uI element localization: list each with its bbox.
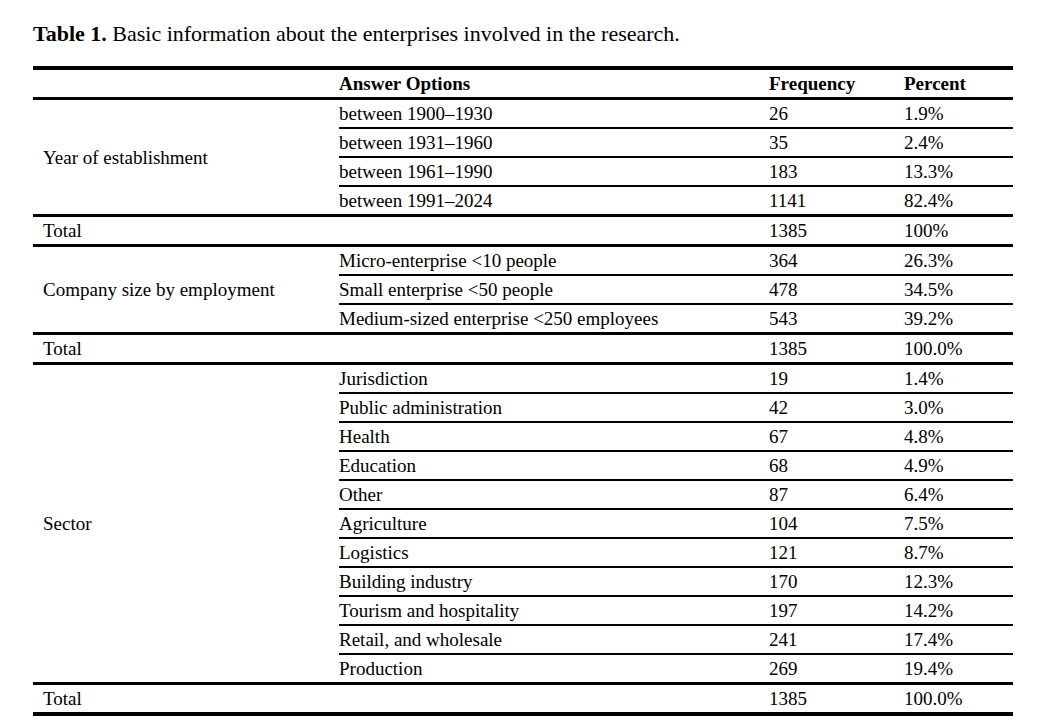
total-row: Total 1385 100% (33, 216, 1013, 246)
option-cell: Health (339, 422, 761, 451)
percent-cell: 2.4% (896, 128, 1013, 157)
option-cell: Logistics (339, 538, 761, 567)
option-cell: Public administration (339, 393, 761, 422)
header-frequency: Frequency (761, 68, 896, 99)
table-caption-label: Table 1. (33, 21, 107, 46)
frequency-cell: 68 (761, 451, 896, 480)
percent-cell: 26.3% (896, 246, 1013, 276)
table-row: Company size by employment Micro-enterpr… (33, 246, 1013, 276)
percent-cell: 1.9% (896, 99, 1013, 129)
total-row: Total 1385 100.0% (33, 334, 1013, 364)
percent-cell: 19.4% (896, 654, 1013, 684)
total-label-cell: Total (33, 216, 761, 246)
category-cell: Company size by employment (33, 246, 339, 334)
percent-cell: 17.4% (896, 625, 1013, 654)
option-cell: between 1961–1990 (339, 157, 761, 186)
table-row: Sector Jurisdiction 19 1.4% (33, 364, 1013, 394)
option-cell: between 1991–2024 (339, 186, 761, 216)
percent-cell: 14.2% (896, 596, 1013, 625)
percent-cell: 12.3% (896, 567, 1013, 596)
option-cell: Micro-enterprise <10 people (339, 246, 761, 276)
frequency-cell: 35 (761, 128, 896, 157)
total-percent-cell: 100.0% (896, 684, 1013, 715)
category-cell: Year of establishment (33, 99, 339, 216)
frequency-cell: 197 (761, 596, 896, 625)
percent-cell: 4.8% (896, 422, 1013, 451)
table-caption: Table 1. Basic information about the ent… (33, 20, 1014, 48)
option-cell: Building industry (339, 567, 761, 596)
option-cell: Education (339, 451, 761, 480)
option-cell: between 1931–1960 (339, 128, 761, 157)
percent-cell: 4.9% (896, 451, 1013, 480)
percent-cell: 39.2% (896, 304, 1013, 334)
header-category (33, 68, 339, 99)
percent-cell: 8.7% (896, 538, 1013, 567)
frequency-cell: 104 (761, 509, 896, 538)
percent-cell: 1.4% (896, 364, 1013, 394)
table-caption-text: Basic information about the enterprises … (112, 21, 680, 46)
frequency-cell: 543 (761, 304, 896, 334)
option-cell: Other (339, 480, 761, 509)
page: Table 1. Basic information about the ent… (0, 0, 1047, 716)
frequency-cell: 121 (761, 538, 896, 567)
frequency-cell: 26 (761, 99, 896, 129)
total-row: Total 1385 100.0% (33, 684, 1013, 715)
frequency-cell: 364 (761, 246, 896, 276)
total-frequency-cell: 1385 (761, 334, 896, 364)
option-cell: Medium-sized enterprise <250 employees (339, 304, 761, 334)
frequency-cell: 241 (761, 625, 896, 654)
frequency-cell: 478 (761, 275, 896, 304)
header-row: Answer Options Frequency Percent (33, 68, 1013, 99)
total-label-cell: Total (33, 334, 761, 364)
percent-cell: 13.3% (896, 157, 1013, 186)
total-frequency-cell: 1385 (761, 684, 896, 715)
header-answer-options: Answer Options (339, 68, 761, 99)
frequency-cell: 87 (761, 480, 896, 509)
percent-cell: 82.4% (896, 186, 1013, 216)
total-label-cell: Total (33, 684, 761, 715)
percent-cell: 34.5% (896, 275, 1013, 304)
frequency-cell: 1141 (761, 186, 896, 216)
frequency-cell: 170 (761, 567, 896, 596)
option-cell: Retail, and wholesale (339, 625, 761, 654)
frequency-cell: 42 (761, 393, 896, 422)
enterprise-info-table: Answer Options Frequency Percent Year of… (33, 66, 1013, 716)
frequency-cell: 19 (761, 364, 896, 394)
option-cell: Tourism and hospitality (339, 596, 761, 625)
table-row: Year of establishment between 1900–1930 … (33, 99, 1013, 129)
option-cell: Agriculture (339, 509, 761, 538)
frequency-cell: 183 (761, 157, 896, 186)
frequency-cell: 67 (761, 422, 896, 451)
percent-cell: 6.4% (896, 480, 1013, 509)
header-percent: Percent (896, 68, 1013, 99)
percent-cell: 7.5% (896, 509, 1013, 538)
frequency-cell: 269 (761, 654, 896, 684)
option-cell: Jurisdiction (339, 364, 761, 394)
category-cell: Sector (33, 364, 339, 684)
total-percent-cell: 100.0% (896, 334, 1013, 364)
total-percent-cell: 100% (896, 216, 1013, 246)
option-cell: Production (339, 654, 761, 684)
total-frequency-cell: 1385 (761, 216, 896, 246)
option-cell: Small enterprise <50 people (339, 275, 761, 304)
option-cell: between 1900–1930 (339, 99, 761, 129)
percent-cell: 3.0% (896, 393, 1013, 422)
